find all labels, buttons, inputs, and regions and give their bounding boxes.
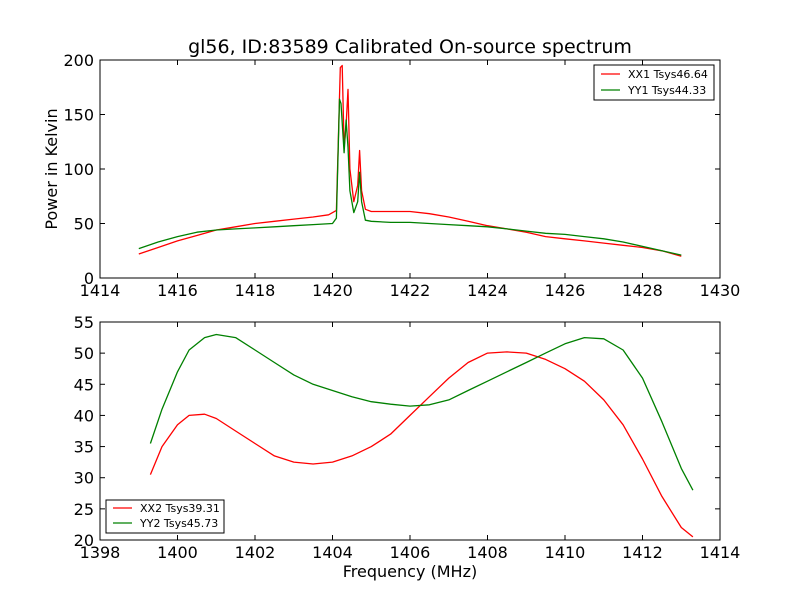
top-y-tick-label: 50 xyxy=(74,215,94,234)
top-axis-ticks: 1414 1416 1418 1420 1422 1424 1426 1428 1430 0 50 1… xyxy=(63,51,740,300)
top-legend: XX1 Tsys46.64 YY1 Tsys44.33 xyxy=(593,64,715,101)
top-x-tick-label: 1424 xyxy=(467,281,508,300)
top-x-tick-label: 1428 xyxy=(622,281,663,300)
top-y-tick-label: 200 xyxy=(63,51,94,70)
top-x-tick-label: 1430 xyxy=(700,281,741,300)
top-x-tick-label: 1420 xyxy=(312,281,353,300)
bottom-y-tick-label: 20 xyxy=(74,531,94,550)
bottom-series-line-yy2 xyxy=(149,333,694,491)
top-legend-label-yy1: YY1 Tsys44.33 xyxy=(627,84,706,97)
bottom-series-lines xyxy=(149,333,694,538)
bottom-axis-ticks: 1398 1400 1402 1404 1406 1408 1410 1412 1414 20 25… xyxy=(74,313,741,562)
bottom-series-line-xx2 xyxy=(149,351,694,538)
top-subplot: gl56, ID:83589 Calibrated On-source spec… xyxy=(42,36,740,300)
top-x-tick-label: 1426 xyxy=(545,281,586,300)
top-x-tick-label: 1418 xyxy=(235,281,276,300)
top-legend-label-xx1: XX1 Tsys46.64 xyxy=(628,68,708,81)
bottom-x-tick-label: 1406 xyxy=(390,543,431,562)
bottom-x-tick-label: 1410 xyxy=(545,543,586,562)
bottom-y-tick-label: 30 xyxy=(74,469,94,488)
top-series-line-xx1 xyxy=(138,64,682,257)
bottom-legend-label-yy2: YY2 Tsys45.73 xyxy=(139,517,218,530)
bottom-y-tick-label: 40 xyxy=(74,406,94,425)
top-x-tick-label: 1414 xyxy=(80,281,121,300)
bottom-y-tick-label: 25 xyxy=(74,500,94,519)
bottom-x-tick-label: 1412 xyxy=(622,543,663,562)
top-series-line-yy1 xyxy=(138,98,682,256)
bottom-x-tick-label: 1408 xyxy=(467,543,508,562)
bottom-legend-box xyxy=(105,499,225,534)
top-axes-frame xyxy=(99,59,721,279)
bottom-subplot: Frequency (MHz) 1398 1400 1402 1404 1406 1408… xyxy=(74,313,741,581)
bottom-legend: XX2 Tsys39.31 YY2 Tsys45.73 xyxy=(105,499,225,534)
bottom-x-tick-label: 1402 xyxy=(235,543,276,562)
bottom-x-tick-label: 1414 xyxy=(700,543,741,562)
top-y-axis-label: Power in Kelvin xyxy=(42,108,61,229)
bottom-y-tick-label: 45 xyxy=(74,375,94,394)
bottom-y-tick-label: 35 xyxy=(74,438,94,457)
bottom-axes-frame xyxy=(99,321,721,541)
top-x-tick-label: 1422 xyxy=(390,281,431,300)
bottom-y-tick-label: 55 xyxy=(74,313,94,332)
bottom-x-tick-label: 1404 xyxy=(312,543,353,562)
top-x-tick-label: 1416 xyxy=(157,281,198,300)
bottom-legend-label-xx2: XX2 Tsys39.31 xyxy=(140,502,220,515)
bottom-x-tick-label: 1398 xyxy=(80,543,121,562)
top-y-tick-label: 150 xyxy=(63,106,94,125)
top-chart-title: gl56, ID:83589 Calibrated On-source spec… xyxy=(188,36,632,58)
top-legend-box xyxy=(593,64,715,101)
bottom-x-tick-label: 1400 xyxy=(157,543,198,562)
bottom-x-axis-label: Frequency (MHz) xyxy=(343,562,477,581)
bottom-y-tick-label: 50 xyxy=(74,344,94,363)
top-y-tick-label: 100 xyxy=(63,160,94,179)
top-series-lines xyxy=(138,64,682,257)
top-y-tick-label: 0 xyxy=(84,269,94,288)
